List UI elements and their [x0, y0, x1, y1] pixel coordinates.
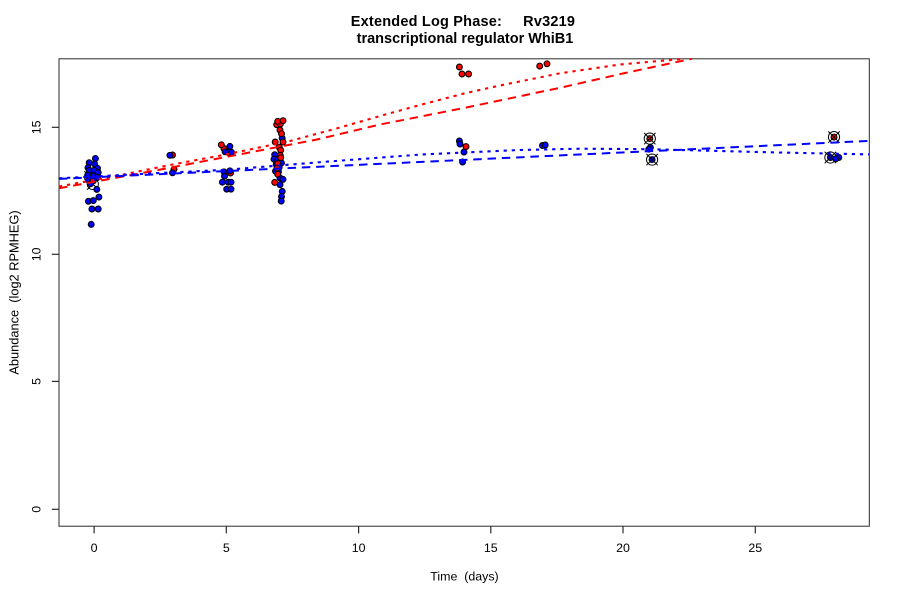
svg-text:10: 10 [30, 247, 44, 261]
svg-text:10: 10 [352, 541, 366, 555]
svg-text:0: 0 [91, 541, 98, 555]
svg-text:15: 15 [30, 120, 44, 134]
svg-text:Abundance (log2 RPMHEG): Abundance (log2 RPMHEG) [6, 210, 21, 374]
svg-text:5: 5 [223, 541, 230, 555]
svg-text:Time (days): Time (days) [430, 570, 498, 584]
svg-text:transcriptional regulator WhiB: transcriptional regulator WhiB1 [357, 31, 574, 47]
svg-text:Extended Log Phase: Rv3219: Extended Log Phase: Rv3219 [351, 14, 575, 30]
svg-text:0: 0 [30, 506, 44, 513]
svg-text:15: 15 [484, 541, 498, 555]
svg-text:20: 20 [616, 541, 630, 555]
svg-text:25: 25 [748, 541, 762, 555]
svg-text:5: 5 [30, 378, 44, 385]
